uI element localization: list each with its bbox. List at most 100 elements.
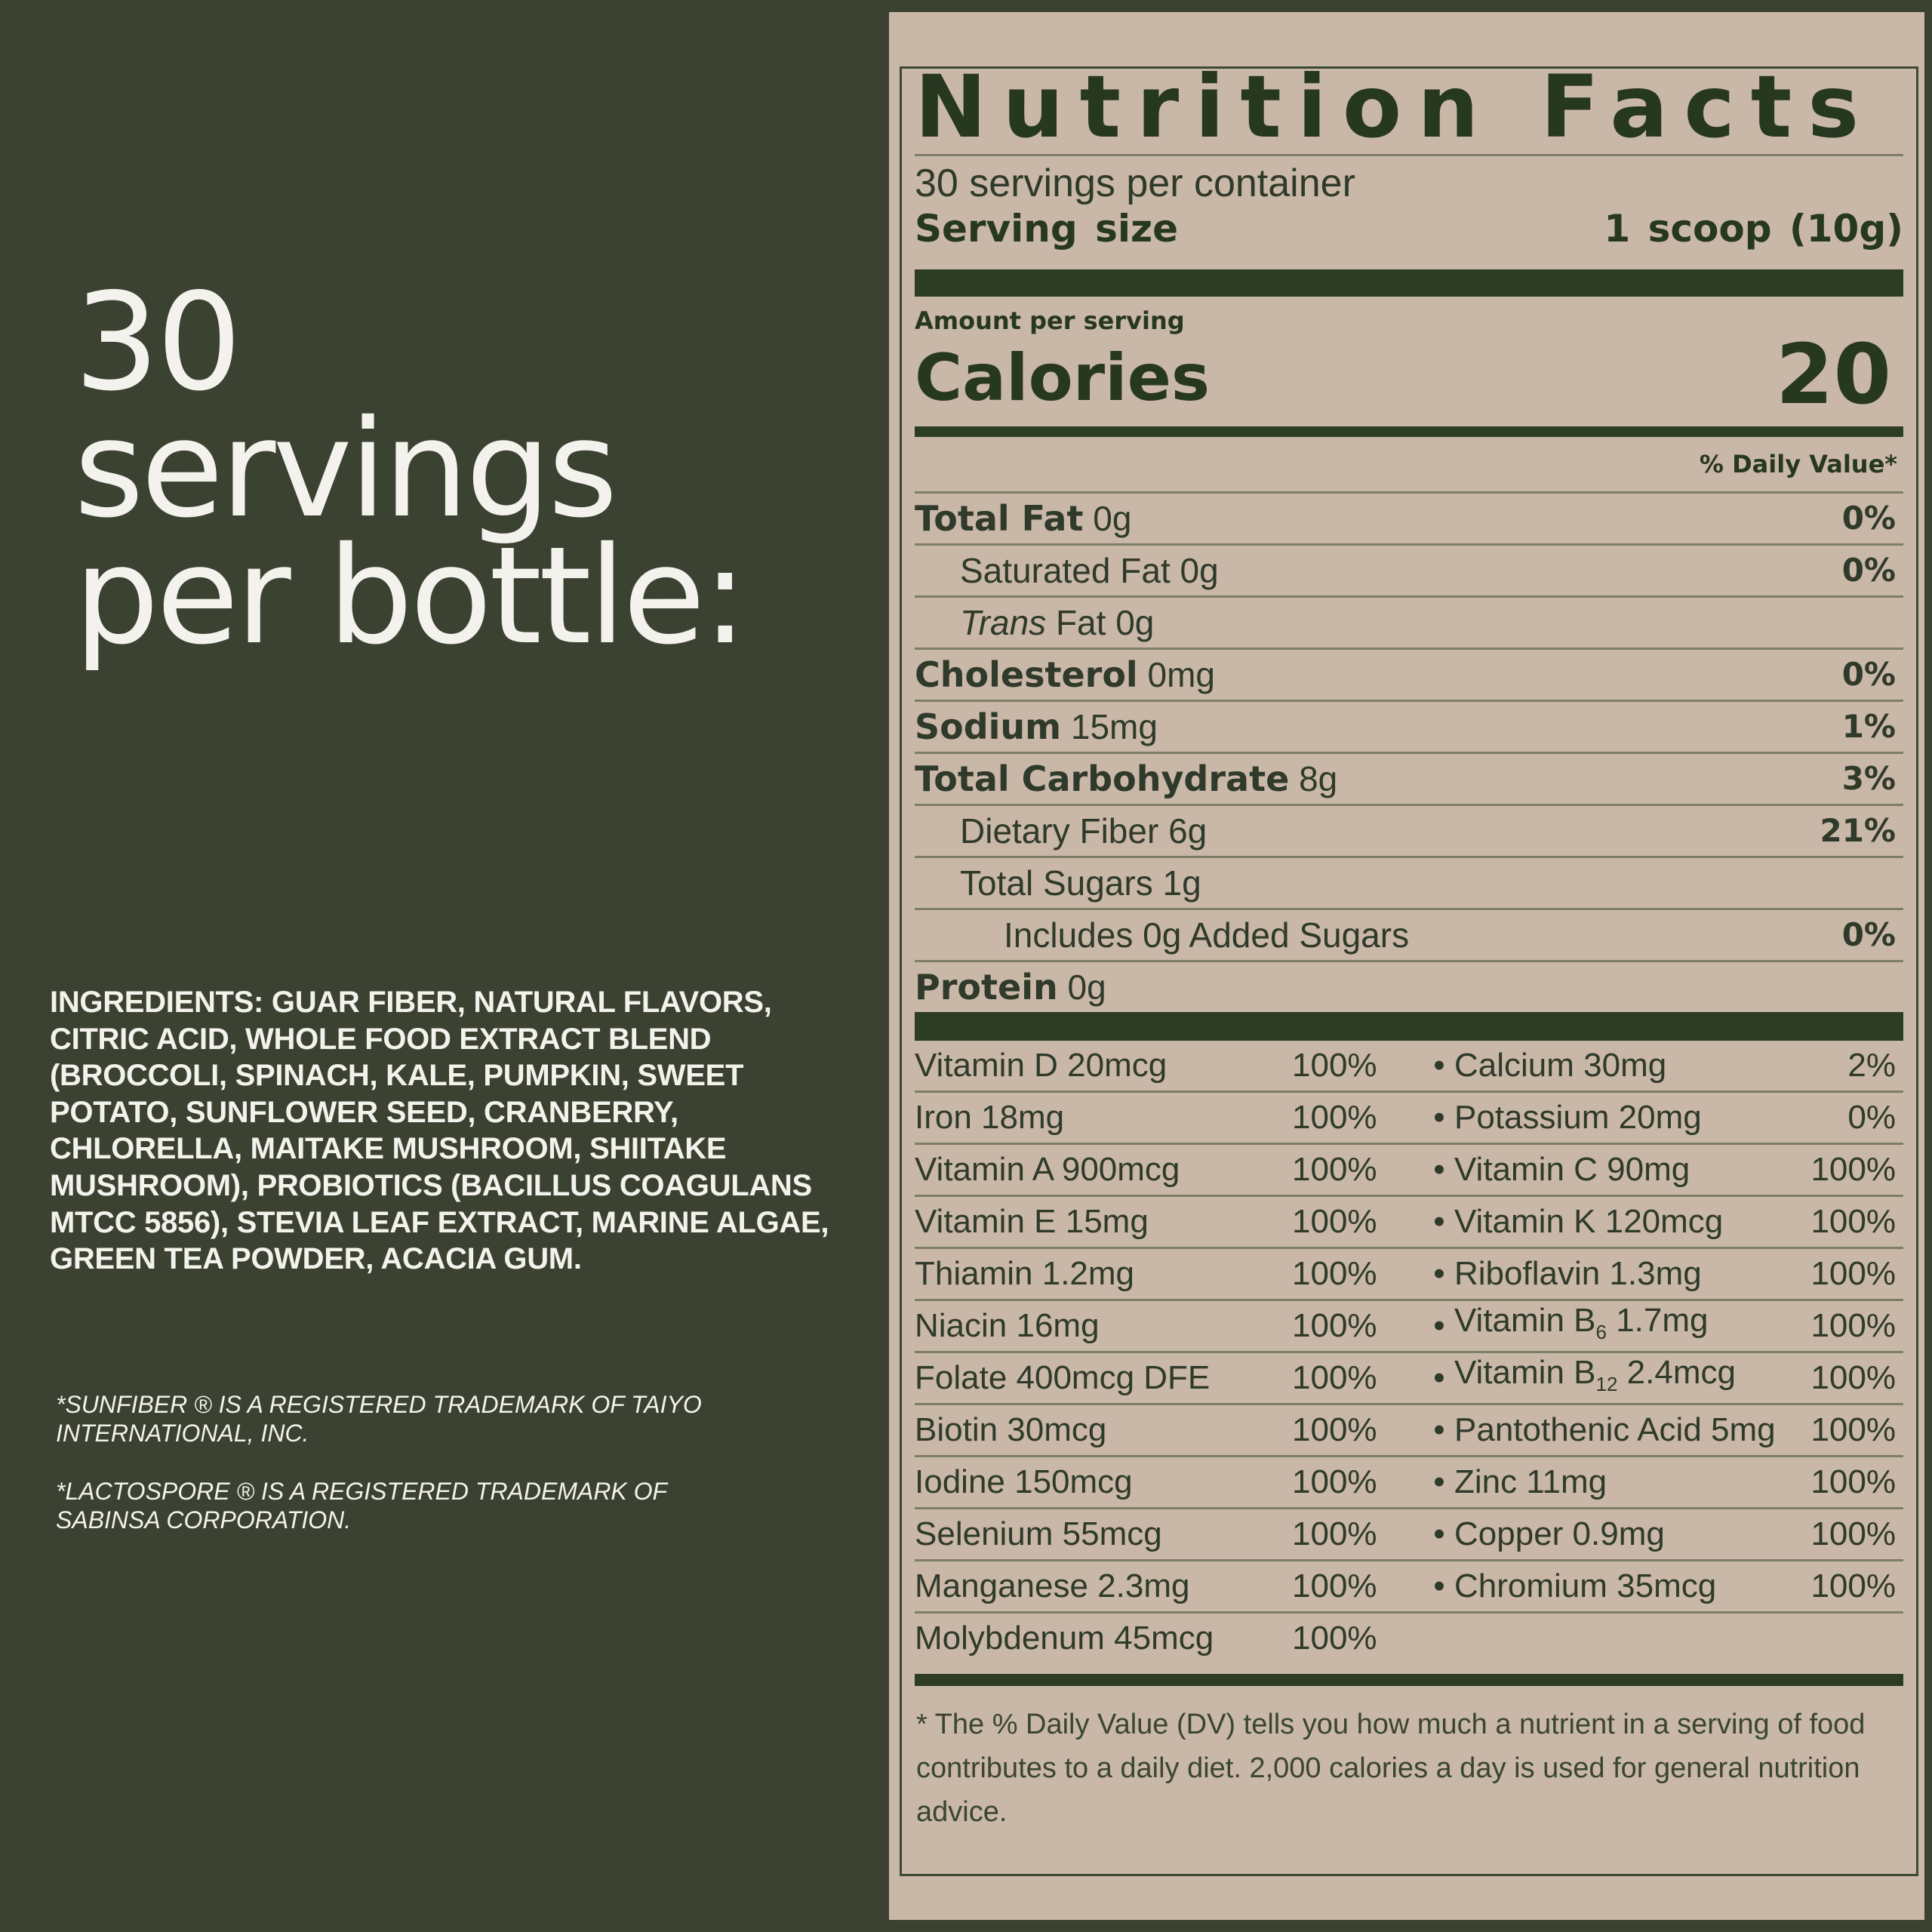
nutrient-name: Protein (915, 967, 1058, 1008)
vitamin-dv: 0% (1847, 1099, 1896, 1136)
vitamin-row: Biotin 30mcg 100% • Pantothenic Acid 5mg 100… (915, 1405, 1903, 1457)
bullet-separator: • (1433, 1203, 1445, 1240)
divider (915, 491, 1903, 494)
vitamin-dv: 100% (1292, 1307, 1377, 1344)
daily-value-header: % Daily Value* (1699, 450, 1897, 478)
calories-row: Calories 20 (915, 333, 1903, 416)
vitamin-row: Vitamin A 900mcg 100% • Vitamin C 90mg 100% (915, 1145, 1903, 1197)
nutrient-row-trans-fat: Trans Fat 0g (915, 598, 1903, 650)
vitamin-dv: 100% (1292, 1151, 1377, 1188)
calories-label: Calories (915, 340, 1211, 416)
vitamin-name: Vitamin K 120mcg (1454, 1203, 1724, 1240)
vitamin-name: Thiamin 1.2mg (915, 1255, 1135, 1292)
vitamin-row: Vitamin D 20mcg 100% • Calcium 30mg 2% (915, 1041, 1903, 1093)
nutrient-name: Sodium (915, 706, 1062, 747)
nutrient-dv: 0% (1841, 656, 1896, 693)
trademark-note-lactospore: *LACTOSPORE ® IS A REGISTERED TRADEMARK … (56, 1478, 667, 1534)
medium-divider (915, 426, 1903, 437)
bullet-separator: • (1433, 1151, 1445, 1188)
nutrient-dv: 21% (1820, 812, 1896, 849)
vitamin-row: Manganese 2.3mg 100% • Chromium 35mcg 100% (915, 1561, 1903, 1614)
vitamin-row: Thiamin 1.2mg 100% • Riboflavin 1.3mg 100% (915, 1249, 1903, 1301)
vitamin-name: Folate 400mcg DFE (915, 1359, 1211, 1396)
left-column: 30 servings per bottle: INGREDIENTS: GUA… (0, 0, 889, 1932)
nutrient-amount: 0g (1093, 499, 1132, 538)
servings-per-container: 30 servings per container (915, 162, 1355, 205)
nutrient-amount: 0g (1115, 603, 1155, 642)
trademark-note-sunfiber: *SUNFIBER ® IS A REGISTERED TRADEMARK OF… (56, 1391, 702, 1447)
bullet-separator: • (1433, 1255, 1445, 1292)
nutrient-row-protein: Protein 0g (915, 962, 1903, 1012)
vitamin-dv: 100% (1292, 1567, 1377, 1604)
vitamin-name: Vitamin B (1454, 1353, 1596, 1391)
vitamin-name: Pantothenic Acid 5mg (1454, 1411, 1776, 1448)
medium-divider (915, 1674, 1903, 1686)
nutrient-row-sodium: Sodium 15mg 1% (915, 702, 1903, 754)
nutrient-dv: 0% (1841, 500, 1896, 537)
bullet-separator: • (1433, 1099, 1445, 1136)
vitamin-dv: 100% (1810, 1515, 1896, 1552)
vitamin-name: Copper 0.9mg (1454, 1515, 1665, 1552)
vitamin-dv: 100% (1810, 1151, 1896, 1188)
nutrient-row-total-fat: Total Fat 0g 0% (915, 494, 1903, 546)
nutrient-name: Saturated Fat (960, 551, 1171, 590)
vitamin-dv: 2% (1847, 1047, 1896, 1084)
vitamin-row: Molybdenum 45mcg 100% (915, 1614, 1903, 1663)
headline-line: 30 (74, 264, 242, 420)
nutrient-row-saturated-fat: Saturated Fat 0g 0% (915, 546, 1903, 598)
amount-per-serving: Amount per serving (915, 306, 1185, 335)
vitamin-name: Iodine 150mcg (915, 1463, 1133, 1500)
vitamin-name: Manganese 2.3mg (915, 1567, 1190, 1604)
vitamin-dv: 100% (1292, 1047, 1377, 1084)
vitamin-dv: 100% (1292, 1203, 1377, 1240)
vitamin-name: Calcium 30mg (1454, 1047, 1667, 1084)
nutrient-amount: 15mg (1070, 707, 1158, 746)
vitamin-dv: 100% (1292, 1620, 1377, 1657)
vitamin-name: Vitamin A 900mcg (915, 1151, 1180, 1188)
vitamin-name: Riboflavin 1.3mg (1454, 1255, 1702, 1292)
daily-value-footnote: * The % Daily Value (DV) tells you how m… (916, 1709, 1866, 1828)
vitamin-dv: 100% (1810, 1359, 1896, 1396)
nutrient-name: Total Sugars (960, 863, 1153, 903)
vitamin-row: Selenium 55mcg 100% • Copper 0.9mg 100% (915, 1509, 1903, 1561)
label-border (900, 66, 1918, 1876)
vitamin-name: Biotin 30mcg (915, 1411, 1107, 1448)
thick-divider (915, 269, 1903, 297)
servings-headline: 30 servings per bottle: (74, 264, 748, 663)
vitamin-subscript: 12 (1595, 1372, 1618, 1395)
nutrient-row-total-carbohydrate: Total Carbohydrate 8g 3% (915, 754, 1903, 806)
bullet-separator: • (1433, 1047, 1445, 1084)
serving-size-label: Serving size (915, 207, 1179, 251)
nutrient-amount: 1g (1162, 863, 1201, 903)
bullet-separator: • (1433, 1463, 1445, 1500)
nutrient-amount: 0g (1180, 551, 1219, 590)
nutrient-dv: 3% (1841, 760, 1896, 797)
nutrient-dv: 0% (1841, 552, 1896, 589)
vitamin-row: Vitamin E 15mg 100% • Vitamin K 120mcg 100% (915, 1197, 1903, 1249)
nutrient-name: Total Carbohydrate (915, 758, 1290, 799)
vitamin-dv: 100% (1810, 1203, 1896, 1240)
nutrient-row-cholesterol: Cholesterol 0mg 0% (915, 650, 1903, 702)
vitamin-name: Vitamin C 90mg (1454, 1151, 1690, 1188)
vitamin-dv: 100% (1292, 1515, 1377, 1552)
vitamin-row: Iodine 150mcg 100% • Zinc 11mg 100% (915, 1457, 1903, 1509)
serving-size-value: 1 scoop (10g) (1604, 207, 1903, 251)
vitamins-table: Vitamin D 20mcg 100% • Calcium 30mg 2% Iron 1… (915, 1041, 1903, 1663)
label-panel (889, 12, 1924, 1920)
vitamin-subscript: 6 (1595, 1320, 1607, 1343)
vitamin-row: Folate 400mcg DFE 100% • Vitamin B12 2.4mcg… (915, 1353, 1903, 1405)
nutrient-name: Includes 0g Added Sugars (1004, 915, 1410, 955)
vitamin-name: Vitamin D 20mcg (915, 1047, 1168, 1084)
nutrient-row-total-sugars: Total Sugars 1g (915, 858, 1903, 910)
vitamin-amount: 2.4mcg (1617, 1353, 1736, 1391)
label-title: Nutrition Facts (915, 57, 1875, 157)
bullet-separator: • (1433, 1359, 1445, 1396)
vitamin-dv: 100% (1810, 1567, 1896, 1604)
divider (915, 154, 1903, 156)
vitamin-name: Molybdenum 45mcg (915, 1620, 1214, 1657)
vitamin-name: Niacin 16mg (915, 1307, 1100, 1344)
vitamin-dv: 100% (1292, 1099, 1377, 1136)
nutrient-amount: 0g (1067, 968, 1106, 1007)
nutrient-name: Dietary Fiber (960, 811, 1159, 851)
bullet-separator: • (1433, 1567, 1445, 1604)
